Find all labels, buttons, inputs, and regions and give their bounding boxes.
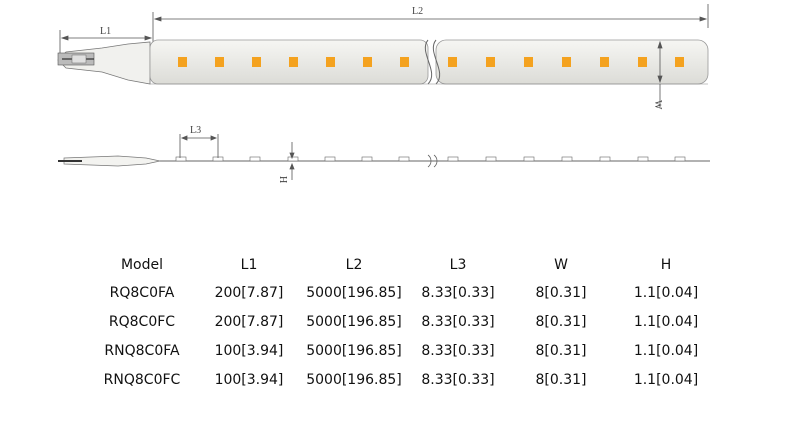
cell-w: 8[0.31]	[535, 313, 587, 330]
specification-table: Model L1 L2 L3 W H RQ8C0FA 200[7.87] 500…	[88, 252, 720, 394]
side-led-chip	[523, 156, 535, 162]
cell-l3: 8.33[0.33]	[421, 284, 495, 301]
side-led-chip	[249, 156, 261, 162]
cell-h: 1.1[0.04]	[633, 284, 699, 301]
cell-w: 8[0.31]	[535, 371, 587, 388]
side-led-chip	[447, 156, 459, 162]
side-led-chip	[561, 156, 573, 162]
cable-end-cap	[57, 41, 151, 85]
dimension-h	[289, 142, 295, 180]
table-row: RNQ8C0FA 100[3.94] 5000[196.85] 8.33[0.3…	[88, 336, 720, 365]
cell-l1: 100[3.94]	[214, 371, 284, 388]
dimension-w	[657, 40, 663, 108]
side-led-chip	[674, 156, 686, 162]
cell-l2: 5000[196.85]	[306, 313, 402, 330]
side-led-chip	[175, 156, 187, 162]
dimension-w-label: W	[652, 100, 663, 110]
led-chip	[400, 57, 409, 67]
led-chip	[326, 57, 335, 67]
side-led-chips	[175, 156, 686, 162]
header-w: W	[554, 257, 568, 273]
dimension-l2-label: L2	[412, 6, 423, 17]
side-led-chip	[599, 156, 611, 162]
cell-l2: 5000[196.85]	[306, 342, 402, 359]
header-l1: L1	[240, 257, 258, 273]
led-chip	[252, 57, 261, 67]
side-led-chip	[361, 156, 373, 162]
cell-h: 1.1[0.04]	[633, 342, 699, 359]
cell-l3: 8.33[0.33]	[421, 342, 495, 359]
led-chip	[448, 57, 457, 67]
header-l2: L2	[345, 257, 363, 273]
dimension-l3-label: L3	[190, 125, 201, 136]
cell-model: RQ8C0FA	[109, 284, 175, 301]
side-led-chip	[485, 156, 497, 162]
side-led-chip	[287, 156, 299, 162]
header-h: H	[660, 257, 672, 273]
cell-h: 1.1[0.04]	[633, 313, 699, 330]
side-led-chip	[637, 156, 649, 162]
strip-top-view	[149, 39, 709, 85]
dimension-l1-label: L1	[100, 26, 111, 37]
cell-model: RQ8C0FC	[108, 313, 176, 330]
led-chips	[178, 57, 684, 67]
table-header-row: Model L1 L2 L3 W H	[88, 252, 720, 278]
led-chip	[215, 57, 224, 67]
cell-w: 8[0.31]	[535, 284, 587, 301]
led-chip	[289, 57, 298, 67]
cell-model: RNQ8C0FC	[103, 371, 181, 388]
led-chip	[486, 57, 495, 67]
dimension-l2	[153, 4, 709, 28]
cell-l2: 5000[196.85]	[306, 371, 402, 388]
cell-l1: 100[3.94]	[214, 342, 284, 359]
header-l3: L3	[449, 257, 467, 273]
led-chip	[178, 57, 187, 67]
cell-model: RNQ8C0FA	[104, 342, 180, 359]
cell-l1: 200[7.87]	[214, 313, 284, 330]
cell-l1: 200[7.87]	[214, 284, 284, 301]
table-row: RQ8C0FC 200[7.87] 5000[196.85] 8.33[0.33…	[88, 307, 720, 336]
dimension-l3	[179, 134, 219, 158]
cell-l3: 8.33[0.33]	[421, 313, 495, 330]
dimension-h-label: H	[277, 176, 288, 183]
strip-side-view	[58, 154, 710, 168]
table-row: RNQ8C0FC 100[3.94] 5000[196.85] 8.33[0.3…	[88, 365, 720, 394]
cell-w: 8[0.31]	[535, 342, 587, 359]
led-chip	[524, 57, 533, 67]
led-strip-dimension-drawing: L1 L2 W	[57, 4, 710, 183]
led-chip	[562, 57, 571, 67]
side-led-chip	[324, 156, 336, 162]
cell-h: 1.1[0.04]	[633, 371, 699, 388]
led-chip	[638, 57, 647, 67]
cell-l3: 8.33[0.33]	[421, 371, 495, 388]
side-led-chip	[398, 156, 410, 162]
cell-l2: 5000[196.85]	[306, 284, 402, 301]
header-model: Model	[120, 257, 164, 273]
led-chip	[363, 57, 372, 67]
led-chip	[675, 57, 684, 67]
led-chip	[600, 57, 609, 67]
table-row: RQ8C0FA 200[7.87] 5000[196.85] 8.33[0.33…	[88, 278, 720, 307]
